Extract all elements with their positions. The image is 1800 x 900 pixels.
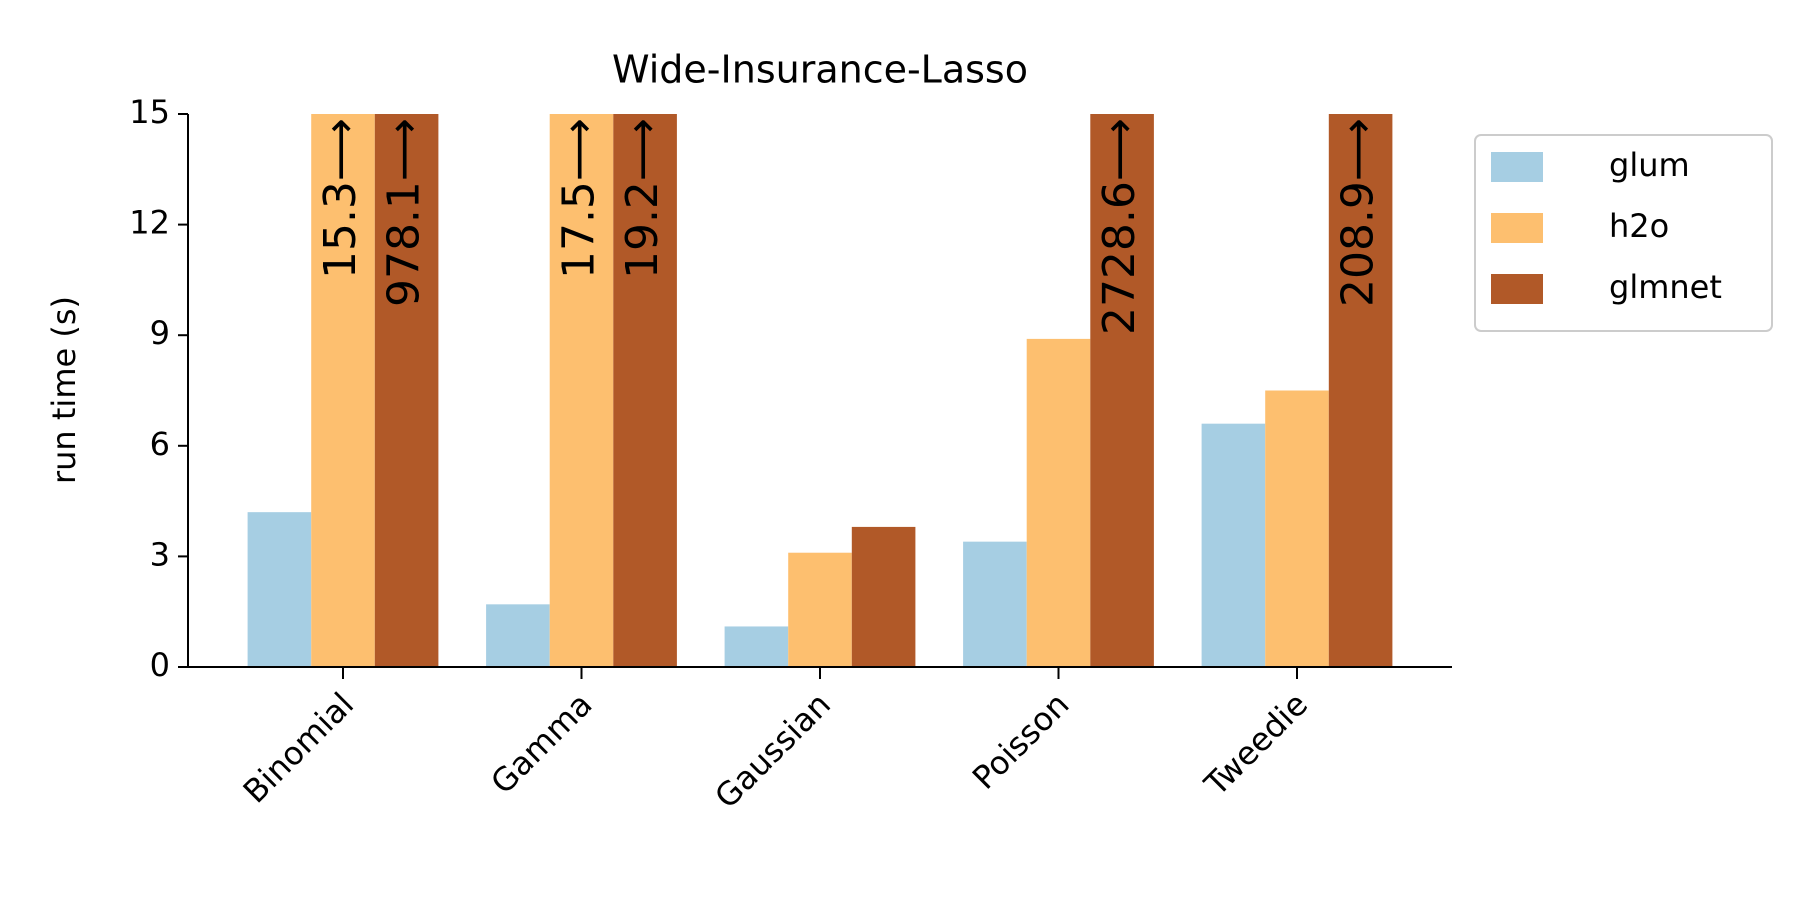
- bars: [247, 114, 1393, 667]
- x-tick-label: Gaussian: [707, 685, 838, 816]
- bar: [1090, 114, 1154, 667]
- value-label: 978.1⟶: [379, 118, 430, 307]
- legend-box: [1474, 134, 1773, 332]
- bar: [1328, 114, 1393, 667]
- x-tick-label: Gamma: [483, 685, 599, 801]
- value-label: 17.5⟶: [554, 118, 605, 279]
- bar: [788, 552, 852, 667]
- legend-swatch: [1491, 152, 1543, 182]
- bar: [311, 114, 375, 667]
- bar: [1201, 423, 1266, 667]
- y-tick-label: 0: [150, 646, 170, 684]
- y-tick-label: 12: [129, 204, 170, 242]
- legend-label: glum: [1609, 146, 1690, 184]
- bar: [724, 626, 789, 667]
- bar: [1265, 390, 1329, 667]
- legend-label: h2o: [1609, 207, 1669, 245]
- value-label: 2728.6⟶: [1094, 118, 1145, 335]
- bar: [963, 541, 1027, 667]
- bar: [374, 114, 439, 667]
- bar: [486, 604, 550, 667]
- legend-swatch: [1491, 274, 1543, 304]
- value-label: 15.3⟶: [315, 118, 366, 279]
- y-tick-label: 9: [150, 314, 170, 352]
- x-tick-label: Poisson: [965, 685, 1077, 797]
- chart-title: Wide-Insurance-Lasso: [612, 48, 1028, 92]
- y-tick-label: 15: [129, 93, 170, 131]
- legend-swatch: [1491, 213, 1543, 243]
- value-label: 19.2⟶: [617, 118, 668, 279]
- value-label: 208.9⟶: [1333, 118, 1384, 307]
- y-axis-label: run time (s): [45, 296, 83, 484]
- x-tick-label: Binomial: [236, 685, 361, 810]
- bar: [851, 526, 916, 667]
- x-tick-label: Tweedie: [1196, 685, 1315, 804]
- y-tick-label: 6: [150, 425, 170, 463]
- bar: [1026, 338, 1091, 667]
- y-tick-label: 3: [150, 535, 170, 573]
- bar: [549, 114, 614, 667]
- bar: [613, 114, 677, 667]
- legend-label: glmnet: [1609, 268, 1722, 306]
- bar: [247, 512, 312, 667]
